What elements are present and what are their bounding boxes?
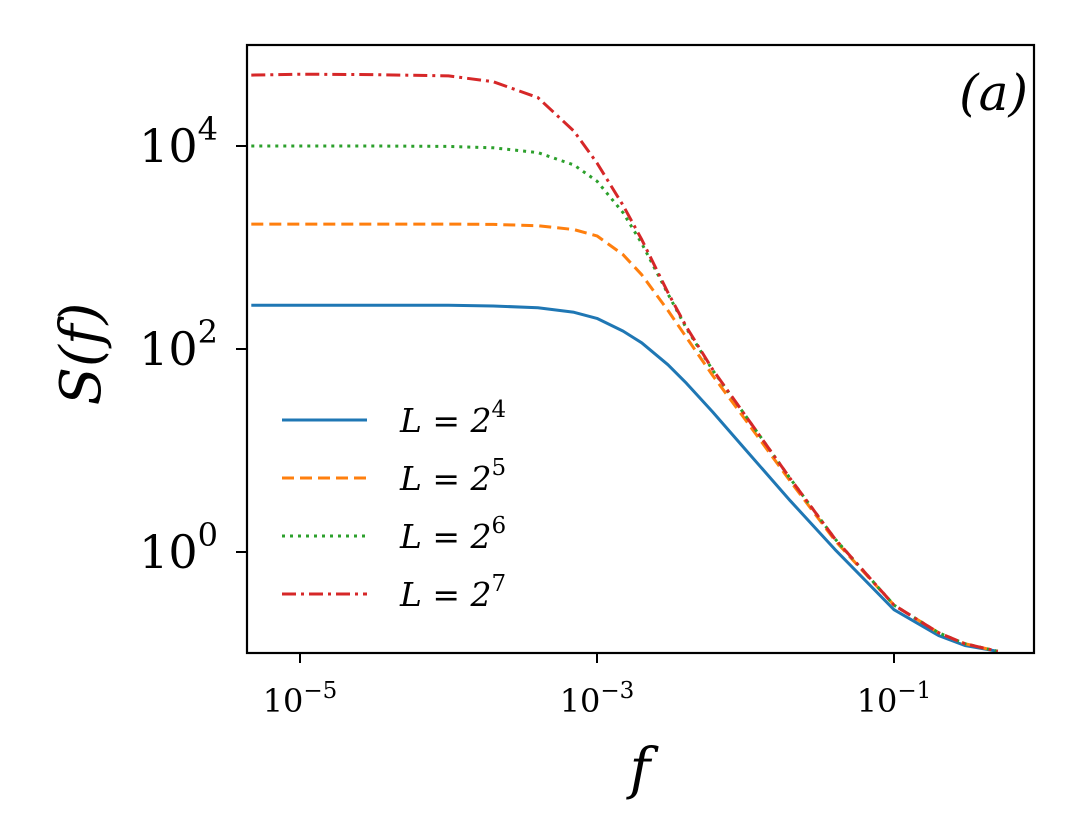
panel-label: (a) [959, 64, 1028, 122]
series-line-2 [251, 222, 999, 653]
legend-label-1: L = 24 [399, 397, 506, 440]
series-line-3 [251, 144, 999, 653]
x-tick-label-1: 10−5 [263, 678, 338, 720]
y-tick-label-3: 104 [139, 110, 218, 173]
legend-label-2: L = 25 [399, 455, 506, 498]
y-tick-label-2: 102 [139, 313, 218, 376]
y-tick-label-1: 100 [139, 516, 218, 579]
series-line-4 [251, 72, 999, 653]
y-axis-label: S(f) [49, 303, 114, 406]
x-tick-label-3: 10−1 [857, 678, 932, 720]
series-line-1 [251, 303, 999, 653]
legend: L = 24 L = 25 L = 26 L = 27 [282, 397, 506, 614]
legend-label-3: L = 26 [399, 513, 506, 556]
plot-frame [245, 43, 1036, 655]
legend-label-4: L = 27 [399, 571, 506, 614]
series-layer [251, 72, 999, 653]
x-tick-label-2: 10−3 [560, 678, 635, 720]
x-axis-label: f [626, 737, 660, 802]
ticks-layer: 10−5 10−3 10−1 100 102 104 [139, 110, 931, 720]
